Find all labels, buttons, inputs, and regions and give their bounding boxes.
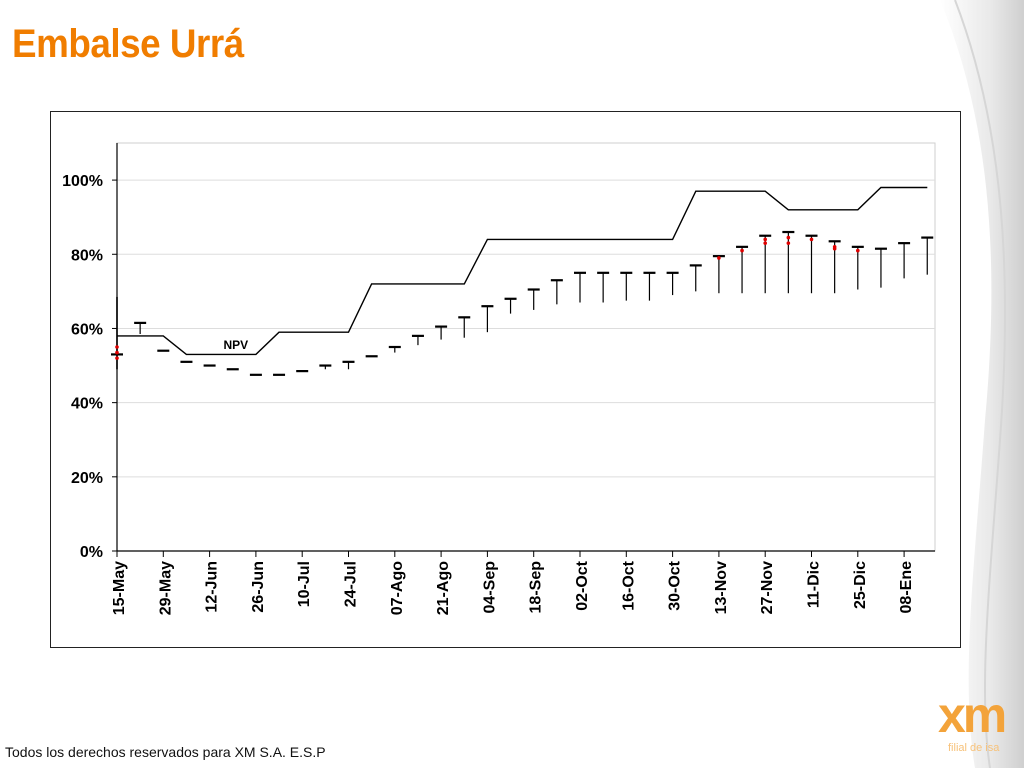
x-tick-label: 11-Dic — [806, 561, 823, 608]
x-tick-label: 18-Sep — [528, 561, 545, 614]
x-tick-label: 24-Jul — [343, 561, 360, 607]
x-tick-label: 29-May — [157, 561, 174, 615]
copyright-footer: Todos los derechos reservados para XM S.… — [5, 744, 326, 760]
red-point — [115, 345, 119, 349]
red-point — [740, 248, 744, 253]
y-tick-label: 100% — [62, 173, 103, 190]
red-point — [786, 235, 791, 240]
red-point — [717, 256, 721, 260]
x-tick-label: 26-Jun — [250, 561, 267, 613]
y-tick-label: 40% — [71, 396, 103, 413]
red-point — [809, 237, 814, 242]
x-tick-label: 16-Oct — [620, 560, 637, 610]
y-tick-label: 80% — [71, 247, 103, 264]
x-tick-label: 15-May — [111, 561, 128, 615]
x-tick-label: 25-Dic — [852, 561, 869, 609]
x-tick-label: 27-Nov — [759, 561, 776, 614]
y-tick-label: 60% — [71, 321, 103, 338]
x-tick-label: 13-Nov — [713, 561, 730, 614]
red-point — [763, 237, 767, 242]
red-point — [832, 246, 837, 251]
xm-logo: xm — [938, 687, 1007, 743]
x-tick-label: 02-Oct — [574, 560, 591, 610]
x-tick-label: 08-Ene — [898, 561, 915, 614]
chart-frame: 0% 20% 40% 60% 80% 100% 15-May 29-May 12-Jun 26-J… — [50, 111, 961, 648]
red-point — [786, 241, 791, 245]
red-point — [115, 350, 119, 355]
annotation-npv: NPV — [223, 338, 248, 352]
x-tick-label: 10-Jul — [296, 561, 313, 607]
logo-tagline: filial de isa — [948, 742, 1000, 754]
plot-area — [116, 142, 936, 552]
x-tick-label: 04-Sep — [481, 561, 498, 614]
series-upper-curve — [117, 186, 928, 356]
x-tick-label: 12-Jun — [204, 561, 221, 613]
y-tick-label: 20% — [71, 470, 103, 487]
red-point — [856, 248, 860, 253]
x-tick-label: 07-Ago — [389, 561, 406, 615]
red-point — [763, 241, 767, 245]
slide-title: Embalse Urrá — [12, 22, 244, 66]
x-tick-label: 30-Oct — [667, 560, 684, 610]
x-tick-label: 21-Ago — [435, 561, 452, 615]
y-tick-label: 0% — [80, 544, 103, 561]
red-point — [115, 356, 119, 360]
chart: 0% 20% 40% 60% 80% 100% 15-May 29-May 12-Jun 26-J… — [62, 142, 936, 615]
